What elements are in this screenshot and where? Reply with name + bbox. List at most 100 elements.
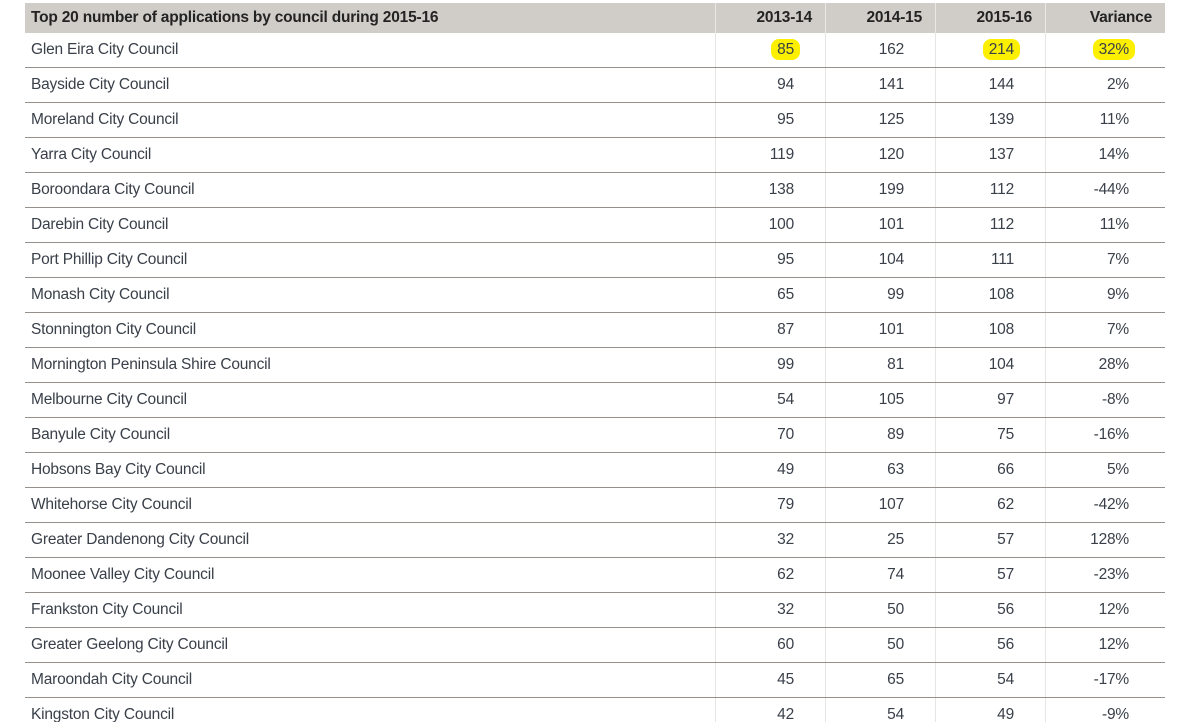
- value-variance: 14%: [1045, 137, 1165, 173]
- column-header-2015-16: 2015-16: [935, 3, 1046, 33]
- table-row: Hobsons Bay City Council 49 63 66 5%: [25, 452, 1165, 488]
- value-2013-14: 60: [715, 627, 826, 663]
- table-body: Glen Eira City Council 85 162 214 32% Ba…: [25, 33, 1165, 722]
- value-2014-15: 162: [825, 33, 936, 68]
- council-name: Maroondah City Council: [25, 662, 716, 698]
- column-header-2014-15: 2014-15: [825, 3, 936, 33]
- value-variance: 12%: [1045, 592, 1165, 628]
- value-2014-15: 199: [825, 172, 936, 208]
- value-variance: -16%: [1045, 417, 1165, 453]
- council-name: Kingston City Council: [25, 697, 716, 722]
- table-row: Glen Eira City Council 85 162 214 32%: [25, 33, 1165, 68]
- value-2015-16: 57: [935, 522, 1046, 558]
- value-variance: -17%: [1045, 662, 1165, 698]
- table-row: Yarra City Council 119 120 137 14%: [25, 137, 1165, 173]
- table-row: Greater Dandenong City Council 32 25 57 …: [25, 522, 1165, 558]
- council-name: Banyule City Council: [25, 417, 716, 453]
- value-2013-14: 54: [715, 382, 826, 418]
- table-row: Banyule City Council 70 89 75 -16%: [25, 417, 1165, 453]
- value-variance: 5%: [1045, 452, 1165, 488]
- value-2015-16: 144: [935, 67, 1046, 103]
- table-row: Frankston City Council 32 50 56 12%: [25, 592, 1165, 628]
- council-name: Hobsons Bay City Council: [25, 452, 716, 488]
- value-2015-16: 97: [935, 382, 1046, 418]
- table-row: Bayside City Council 94 141 144 2%: [25, 67, 1165, 103]
- value-2014-15: 74: [825, 557, 936, 593]
- table-row: Stonnington City Council 87 101 108 7%: [25, 312, 1165, 348]
- value-variance: -23%: [1045, 557, 1165, 593]
- value-2014-15: 120: [825, 137, 936, 173]
- value-2014-15: 50: [825, 627, 936, 663]
- table-header: Top 20 number of applications by council…: [25, 3, 1165, 33]
- value-2015-16: 56: [935, 592, 1046, 628]
- council-name: Boroondara City Council: [25, 172, 716, 208]
- value-2015-16: 137: [935, 137, 1046, 173]
- value-variance: 7%: [1045, 312, 1165, 348]
- value-2013-14: 42: [715, 697, 826, 722]
- column-header-2013-14: 2013-14: [715, 3, 826, 33]
- value-2013-14: 65: [715, 277, 826, 313]
- value-2014-15: 104: [825, 242, 936, 278]
- value-2013-14: 119: [715, 137, 826, 173]
- value-2014-15: 50: [825, 592, 936, 628]
- value-2013-14: 94: [715, 67, 826, 103]
- value-2014-15: 65: [825, 662, 936, 698]
- value-variance: -8%: [1045, 382, 1165, 418]
- council-name: Moreland City Council: [25, 102, 716, 138]
- value-2014-15: 141: [825, 67, 936, 103]
- column-header-variance: Variance: [1045, 3, 1165, 33]
- value-2015-16: 57: [935, 557, 1046, 593]
- value-2015-16: 62: [935, 487, 1046, 523]
- value-2014-15: 105: [825, 382, 936, 418]
- value-2015-16: 112: [935, 172, 1046, 208]
- value-variance: 128%: [1045, 522, 1165, 558]
- table-row: Darebin City Council 100 101 112 11%: [25, 207, 1165, 243]
- council-name: Bayside City Council: [25, 67, 716, 103]
- value-variance: 32%: [1045, 33, 1165, 68]
- table-title: Top 20 number of applications by council…: [25, 3, 716, 33]
- value-2013-14: 99: [715, 347, 826, 383]
- council-name: Whitehorse City Council: [25, 487, 716, 523]
- table-row: Moreland City Council 95 125 139 11%: [25, 102, 1165, 138]
- table-row: Mornington Peninsula Shire Council 99 81…: [25, 347, 1165, 383]
- value-variance: -44%: [1045, 172, 1165, 208]
- value-2015-16: 108: [935, 312, 1046, 348]
- table-row: Greater Geelong City Council 60 50 56 12…: [25, 627, 1165, 663]
- value-2013-14: 95: [715, 102, 826, 138]
- value-2014-15: 54: [825, 697, 936, 722]
- value-2015-16: 66: [935, 452, 1046, 488]
- value-2013-14: 49: [715, 452, 826, 488]
- value-2014-15: 125: [825, 102, 936, 138]
- council-name: Port Phillip City Council: [25, 242, 716, 278]
- value-2015-16: 104: [935, 347, 1046, 383]
- council-name: Frankston City Council: [25, 592, 716, 628]
- value-2013-14: 138: [715, 172, 826, 208]
- value-variance: 28%: [1045, 347, 1165, 383]
- value-variance: -42%: [1045, 487, 1165, 523]
- value-variance: 2%: [1045, 67, 1165, 103]
- value-2014-15: 63: [825, 452, 936, 488]
- value-2013-14: 87: [715, 312, 826, 348]
- value-2013-14: 32: [715, 522, 826, 558]
- value-variance: 12%: [1045, 627, 1165, 663]
- value-variance: 11%: [1045, 102, 1165, 138]
- value-2013-14: 95: [715, 242, 826, 278]
- value-2013-14: 79: [715, 487, 826, 523]
- table-row: Moonee Valley City Council 62 74 57 -23%: [25, 557, 1165, 593]
- value-variance: 11%: [1045, 207, 1165, 243]
- value-2014-15: 99: [825, 277, 936, 313]
- value-2015-16: 112: [935, 207, 1046, 243]
- value-variance: -9%: [1045, 697, 1165, 722]
- council-name: Monash City Council: [25, 277, 716, 313]
- council-name: Yarra City Council: [25, 137, 716, 173]
- value-2013-14: 32: [715, 592, 826, 628]
- table-row: Port Phillip City Council 95 104 111 7%: [25, 242, 1165, 278]
- value-2014-15: 25: [825, 522, 936, 558]
- table-row: Whitehorse City Council 79 107 62 -42%: [25, 487, 1165, 523]
- value-2014-15: 101: [825, 207, 936, 243]
- value-variance: 9%: [1045, 277, 1165, 313]
- table-row: Maroondah City Council 45 65 54 -17%: [25, 662, 1165, 698]
- value-2015-16: 54: [935, 662, 1046, 698]
- council-name: Darebin City Council: [25, 207, 716, 243]
- council-name: Moonee Valley City Council: [25, 557, 716, 593]
